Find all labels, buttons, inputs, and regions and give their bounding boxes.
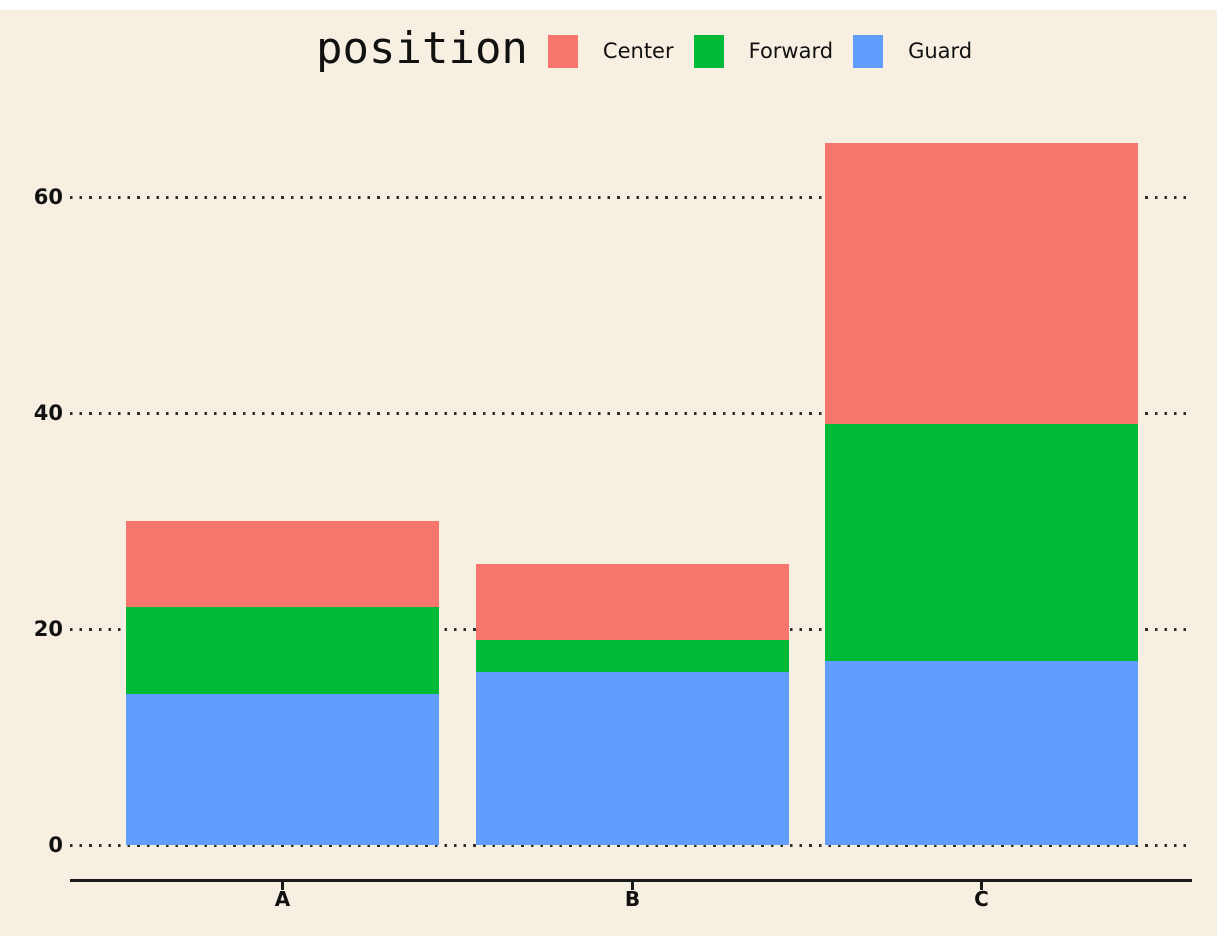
legend-label-center: Center: [602, 39, 674, 63]
bar-A-segment-forward: [126, 607, 439, 694]
x-axis-line: [70, 879, 1192, 882]
x-tick-label-B: B: [624, 887, 641, 911]
x-tick-label-A: A: [274, 887, 291, 911]
gridline-y-40: [70, 412, 1193, 415]
legend-swatch-center: [547, 34, 578, 68]
bar-C-segment-center: [825, 143, 1138, 424]
y-tick-label-20: 20: [33, 617, 63, 641]
x-tick-mark-C: [980, 882, 983, 890]
y-tick-label-0: 0: [48, 833, 63, 857]
bar-B-segment-guard: [476, 672, 789, 845]
chart-header: position Center Forward Guard: [316, 22, 972, 80]
y-tick-label-40: 40: [33, 401, 63, 425]
gridline-y-60: [70, 196, 1193, 199]
x-tick-mark-B: [631, 882, 634, 890]
legend-label-guard: Guard: [908, 39, 973, 63]
y-tick-label-60: 60: [33, 185, 63, 209]
legend-item-guard: Guard: [853, 34, 973, 68]
bar-B-segment-forward: [476, 639, 789, 673]
legend-swatch-guard: [853, 34, 884, 68]
x-tick-mark-A: [281, 882, 284, 890]
bar-A-segment-center: [126, 521, 439, 608]
legend-item-center: Center: [547, 34, 674, 68]
bar-C-segment-forward: [825, 423, 1138, 662]
bar-A-segment-guard: [126, 693, 439, 845]
legend-label-forward: Forward: [748, 39, 834, 63]
legend: Center Forward Guard: [528, 34, 973, 68]
bar-C-segment-guard: [825, 661, 1138, 845]
bar-B: [476, 564, 789, 845]
bar-C: [825, 143, 1138, 845]
bar-A: [126, 521, 439, 845]
x-tick-label-C: C: [974, 887, 989, 911]
legend-title: position: [316, 23, 528, 74]
legend-item-forward: Forward: [693, 34, 834, 68]
bar-B-segment-center: [476, 564, 789, 640]
legend-swatch-forward: [693, 34, 724, 68]
gridline-y-0: [70, 844, 1193, 847]
